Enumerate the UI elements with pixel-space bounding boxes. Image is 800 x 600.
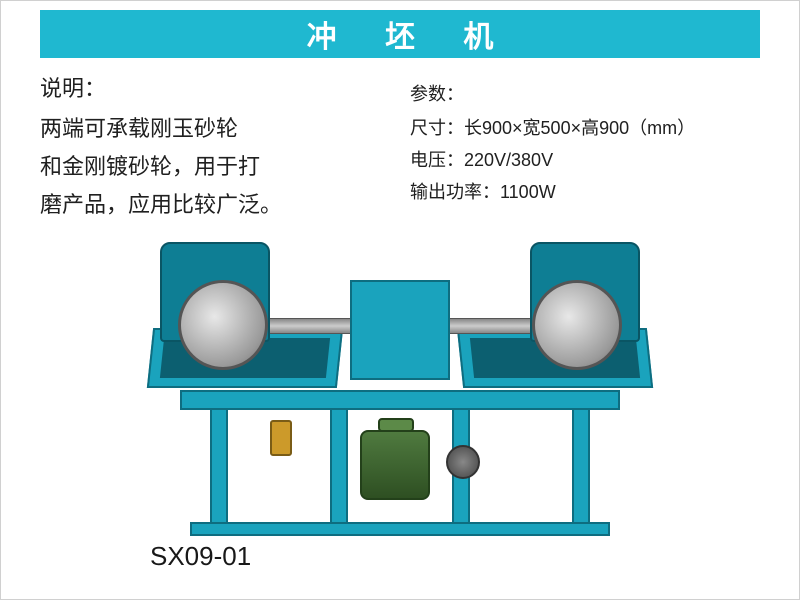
param-row-power: 输出功率：1100W (410, 176, 695, 208)
machine-foot (190, 522, 610, 536)
params-block: 参数： 尺寸：长900×宽500×高900（mm） 电压：220V/380V 输… (410, 78, 695, 208)
param-value: 1100W (500, 182, 556, 202)
param-label: 尺寸： (410, 118, 464, 138)
grinding-wheel-right (532, 280, 622, 370)
params-label: 参数： (410, 78, 695, 110)
param-value: 长900×宽500×高900（mm） (464, 118, 695, 138)
machine-leg (210, 408, 228, 528)
grinding-wheel-left (178, 280, 268, 370)
description-block: 说明： 两端可承载刚玉砂轮 和金刚镀砂轮，用于打 磨产品，应用比较广泛。 (40, 70, 380, 224)
machine-switch (270, 420, 292, 456)
machine-illustration (150, 240, 650, 560)
description-line: 和金刚镀砂轮，用于打 (40, 148, 380, 186)
description-line: 磨产品，应用比较广泛。 (40, 186, 380, 224)
param-row-voltage: 电压：220V/380V (410, 144, 695, 176)
param-row-size: 尺寸：长900×宽500×高900（mm） (410, 112, 695, 144)
description-label: 说明： (40, 70, 380, 108)
title-bar: 冲 坯 机 (40, 10, 760, 58)
param-label: 输出功率： (410, 182, 500, 202)
description-line: 两端可承载刚玉砂轮 (40, 110, 380, 148)
machine-pulley (446, 445, 480, 479)
machine-center-block (350, 280, 450, 380)
machine-leg (330, 408, 348, 528)
machine-motor (360, 430, 430, 500)
param-label: 电压： (410, 150, 464, 170)
title-text: 冲 坯 机 (307, 12, 514, 56)
machine-leg (572, 408, 590, 528)
model-code: SX09-01 (150, 541, 251, 572)
machine-table (180, 390, 620, 410)
param-value: 220V/380V (464, 150, 553, 170)
